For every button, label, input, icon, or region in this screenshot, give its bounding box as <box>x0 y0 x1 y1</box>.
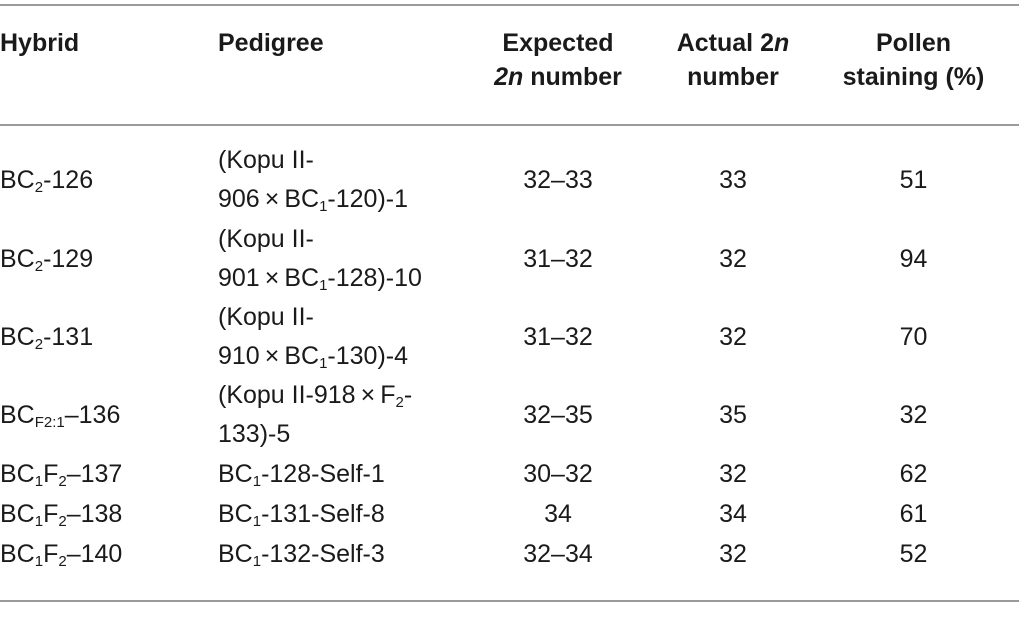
table-row: BC1F2–137 BC1-128-Self-1 30–32 32 62 <box>0 454 1019 494</box>
pedigree-cell: (Kopu II- 910 × BC1-130)-4 <box>218 303 408 372</box>
top-rule <box>0 4 1019 6</box>
hybrid-cell: BCF2:1–136 <box>0 400 121 431</box>
header-pedigree: Pedigree <box>218 29 324 57</box>
pedigree-cell: (Kopu II- 901 × BC1-128)-10 <box>218 225 422 294</box>
hybrid-cell: BC2-131 <box>0 322 94 353</box>
pollen-cell: 32 <box>899 400 928 429</box>
pollen-cell: 62 <box>899 459 928 488</box>
table-row: BC1F2–140 BC1-132-Self-3 32–34 32 52 <box>0 534 1019 574</box>
pedigree-cell: BC1-132-Self-3 <box>218 539 385 570</box>
header-hybrid: Hybrid <box>0 29 80 57</box>
pollen-cell: 61 <box>899 499 928 528</box>
expected-cell: 32–33 <box>523 165 593 194</box>
hybrid-cell: BC2-126 <box>0 165 94 196</box>
hybrid-cell: BC1F2–137 <box>0 459 123 490</box>
pollen-cell: 51 <box>899 165 928 194</box>
hybrid-table: Hybrid Pedigree Expected 2n number Actua… <box>0 6 1019 574</box>
actual-cell: 32 <box>719 322 747 351</box>
expected-cell: 31–32 <box>523 322 593 351</box>
pollen-cell: 70 <box>899 322 928 351</box>
actual-cell: 33 <box>719 165 747 194</box>
table-row: BC2-129 (Kopu II- 901 × BC1-128)-10 31–3… <box>0 220 1019 298</box>
table-row: BC2-126 (Kopu II- 906 × BC1-120)-1 32–33… <box>0 124 1019 220</box>
pedigree-cell: (Kopu II- 906 × BC1-120)-1 <box>218 146 408 215</box>
actual-cell: 32 <box>719 244 747 273</box>
table-row: BC2-131 (Kopu II- 910 × BC1-130)-4 31–32… <box>0 298 1019 376</box>
header-pollen: Pollen staining (%) <box>842 29 985 91</box>
expected-cell: 32–35 <box>523 400 593 429</box>
actual-cell: 32 <box>719 539 747 568</box>
table-row: BC1F2–138 BC1-131-Self-8 34 34 61 <box>0 494 1019 534</box>
hybrid-cell: BC1F2–140 <box>0 539 123 570</box>
bottom-rule <box>0 600 1019 602</box>
expected-cell: 30–32 <box>523 459 593 488</box>
pollen-cell: 94 <box>899 244 928 273</box>
header-row: Hybrid Pedigree Expected 2n number Actua… <box>0 6 1019 124</box>
expected-cell: 34 <box>544 499 572 528</box>
pedigree-cell: BC1-131-Self-8 <box>218 499 385 530</box>
table-row: BCF2:1–136 (Kopu II-918 × F2- 133)-5 32–… <box>0 376 1019 454</box>
actual-cell: 32 <box>719 459 747 488</box>
hybrid-cell: BC1F2–138 <box>0 499 123 530</box>
actual-cell: 34 <box>719 499 747 528</box>
expected-cell: 31–32 <box>523 244 593 273</box>
pedigree-cell: BC1-128-Self-1 <box>218 459 385 490</box>
pollen-cell: 52 <box>899 539 928 568</box>
header-rule <box>0 124 1019 126</box>
header-actual: Actual 2n number <box>676 29 790 91</box>
actual-cell: 35 <box>719 400 747 429</box>
pedigree-cell: (Kopu II-918 × F2- 133)-5 <box>218 381 413 448</box>
hybrid-cell: BC2-129 <box>0 244 94 275</box>
expected-cell: 32–34 <box>523 539 593 568</box>
header-expected: Expected 2n number <box>494 29 622 91</box>
